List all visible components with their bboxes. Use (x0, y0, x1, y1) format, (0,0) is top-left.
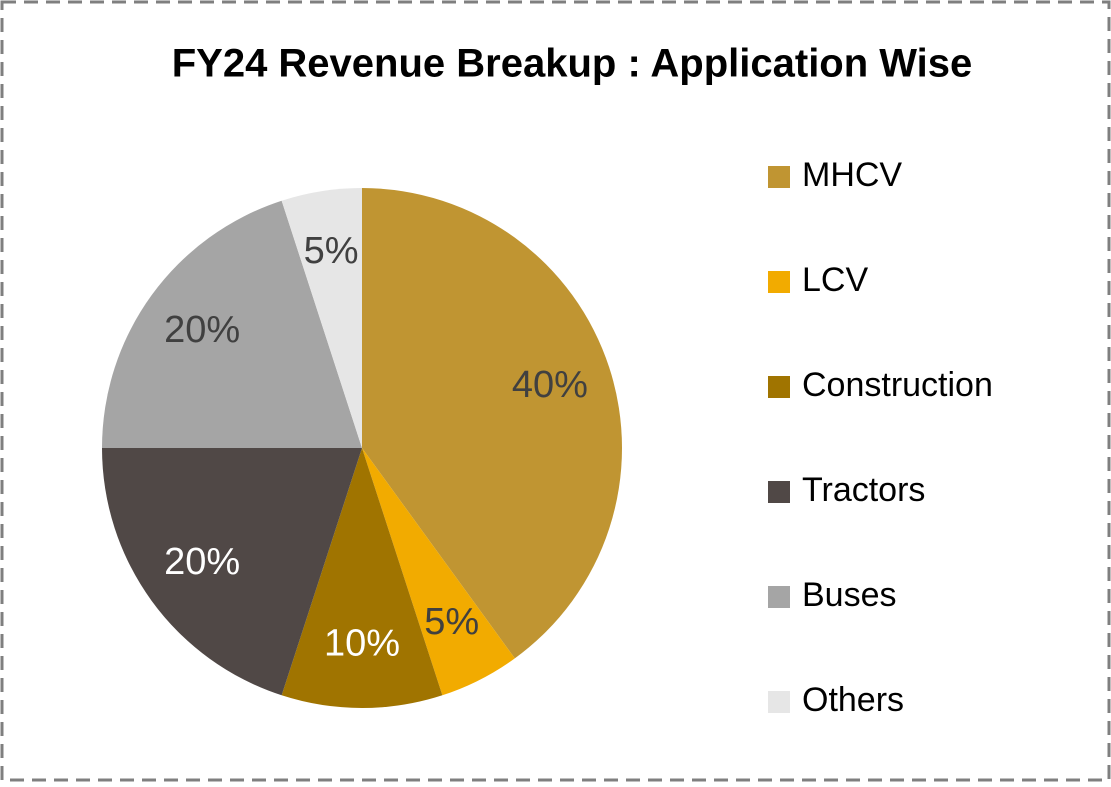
legend-swatch (768, 586, 790, 608)
legend-label: Construction (802, 366, 993, 404)
legend-label: Others (802, 681, 904, 719)
pie-slice (281, 188, 362, 448)
legend-swatch (768, 166, 790, 188)
data-label: 40% (512, 364, 588, 406)
legend-swatch (768, 271, 790, 293)
pie-slice (362, 448, 515, 696)
legend-swatch (768, 481, 790, 503)
legend-label: MHCV (802, 156, 902, 194)
legend-label: Buses (802, 576, 897, 614)
pie-slice (102, 448, 362, 696)
legend-swatch (768, 376, 790, 398)
data-label: 10% (324, 623, 400, 665)
data-label: 20% (164, 541, 240, 583)
pie-slice (281, 448, 443, 708)
data-label: 5% (424, 601, 479, 643)
legend-swatch (768, 691, 790, 713)
data-label: 20% (164, 309, 240, 351)
pie-slice (102, 200, 362, 448)
legend-label: Tractors (802, 471, 925, 509)
pie-slice (362, 188, 622, 659)
legend-label: LCV (802, 261, 868, 299)
chart-title: FY24 Revenue Breakup : Application Wise (172, 42, 973, 86)
data-label: 5% (304, 230, 359, 272)
